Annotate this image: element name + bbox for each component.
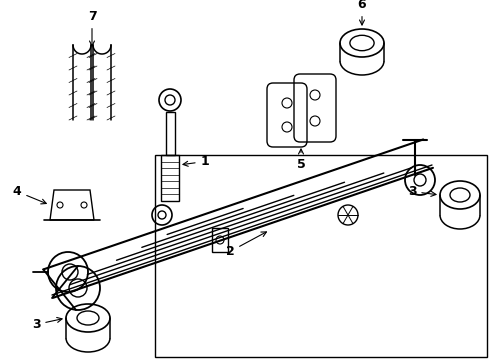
Text: 4: 4 <box>13 185 46 204</box>
Text: 7: 7 <box>88 10 97 46</box>
Text: 1: 1 <box>183 155 209 168</box>
Text: 3: 3 <box>408 185 436 198</box>
Text: 3: 3 <box>32 318 62 331</box>
Text: 2: 2 <box>225 232 267 258</box>
Bar <box>161 155 179 201</box>
Bar <box>212 228 228 252</box>
Text: 6: 6 <box>358 0 367 25</box>
Bar <box>166 112 175 155</box>
Text: 5: 5 <box>296 149 305 171</box>
Bar <box>155 155 487 357</box>
